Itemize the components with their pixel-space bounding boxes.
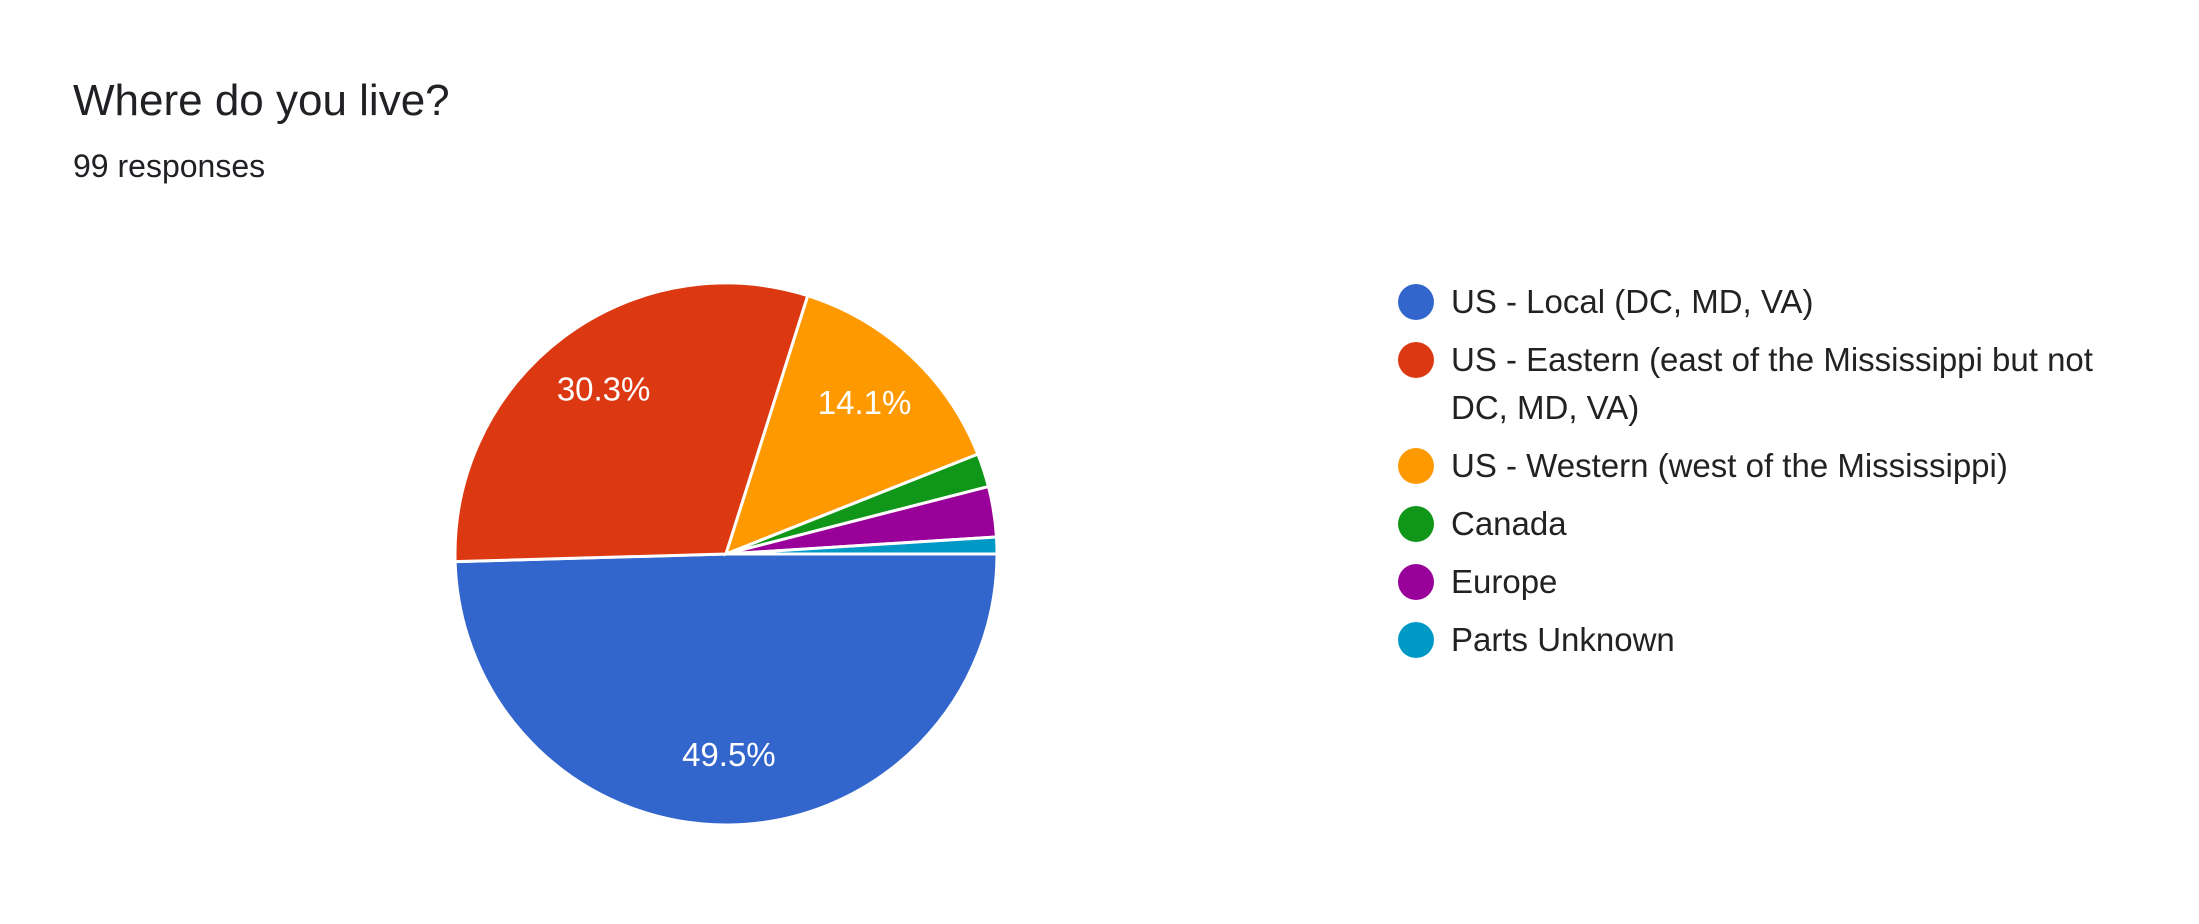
legend-label: US - Eastern (east of the Mississippi bu… — [1451, 341, 2093, 426]
slice-label: 49.5% — [682, 736, 776, 773]
legend-swatch — [1398, 448, 1434, 484]
legend-label: US - Local (DC, MD, VA) — [1451, 283, 1814, 320]
legend-swatch — [1398, 506, 1434, 542]
pie-slice — [723, 293, 980, 557]
pie-slice — [453, 281, 810, 564]
legend-swatch — [1398, 284, 1434, 320]
legend: US - Local (DC, MD, VA) US - Eastern (eas… — [1398, 278, 2118, 674]
legend-item: US - Local (DC, MD, VA) — [1398, 278, 2118, 326]
legend-swatch — [1398, 622, 1434, 658]
legend-label: Canada — [1451, 505, 1567, 542]
legend-item: Parts Unknown — [1398, 616, 2118, 664]
legend-label: Europe — [1451, 563, 1558, 600]
legend-item: US - Western (west of the Mississippi) — [1398, 442, 2118, 490]
chart-subtitle: 99 responses — [73, 148, 266, 184]
pie-slice — [453, 552, 999, 827]
chart-title: Where do you live? — [73, 76, 450, 125]
legend-item: US - Eastern (east of the Mississippi bu… — [1398, 336, 2118, 432]
slice-label: 14.1% — [818, 384, 912, 421]
legend-label: US - Western (west of the Mississippi) — [1451, 447, 2008, 484]
legend-label: Parts Unknown — [1451, 621, 1675, 658]
legend-swatch — [1398, 564, 1434, 600]
legend-item: Europe — [1398, 558, 2118, 606]
legend-swatch — [1398, 342, 1434, 378]
slice-label: 30.3% — [557, 370, 651, 407]
pie-slice — [725, 535, 999, 556]
legend-item: Canada — [1398, 500, 2118, 548]
